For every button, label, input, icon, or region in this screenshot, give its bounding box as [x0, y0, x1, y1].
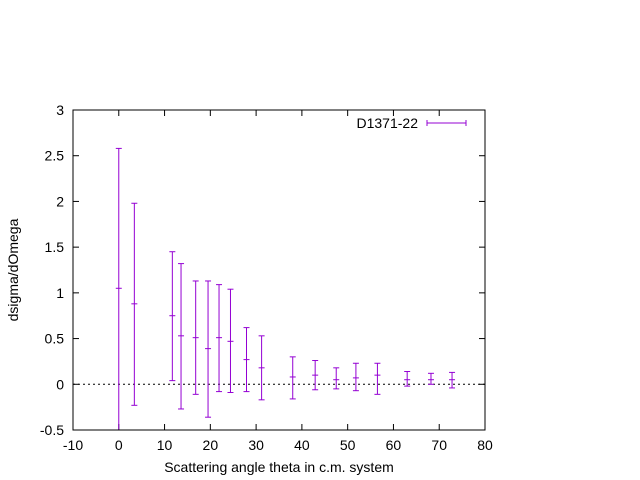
error-bar-point [312, 360, 319, 391]
error-bar-point [192, 280, 199, 395]
x-tick-label: 60 [386, 437, 402, 453]
x-tick-label: 80 [477, 437, 493, 453]
error-bar-point [205, 280, 212, 418]
y-tick-label: -0.5 [40, 422, 64, 438]
error-bar-point [374, 362, 381, 395]
plot-frame [72, 109, 486, 431]
x-tick-label: 50 [340, 437, 356, 453]
x-tick-label: 70 [431, 437, 447, 453]
error-bar-point [404, 370, 411, 387]
y-tick-label: 0 [56, 376, 64, 392]
x-tick-label: -10 [63, 437, 83, 453]
tick-marks-group [72, 109, 486, 431]
error-bar-point [427, 372, 434, 385]
error-bar-point [169, 251, 176, 382]
y-tick-label: 1.5 [45, 239, 65, 255]
error-bar-point [289, 356, 296, 400]
error-bar-point [352, 362, 359, 392]
y-tick-label: 2 [56, 193, 64, 209]
tick-labels-group: -10 0 10 20 30 40 50 60 70 80 -0.5 0 0.5 1 1.5 2 2.5 3 [40, 102, 493, 453]
x-tick-label: 20 [203, 437, 219, 453]
error-bar-point [216, 284, 223, 393]
y-tick-label: 2.5 [45, 148, 65, 164]
x-tick-label: 0 [115, 437, 123, 453]
y-tick-label: 1 [56, 285, 64, 301]
error-bar-point [243, 327, 250, 393]
x-tick-label: 30 [248, 437, 264, 453]
y-tick-label: 0.5 [45, 331, 65, 347]
error-bar-point [227, 288, 234, 394]
error-bar-point [131, 202, 138, 406]
error-bar-point [178, 263, 185, 410]
x-tick-label: 40 [294, 437, 310, 453]
y-axis-label: dsigma/dOmega [5, 218, 21, 321]
legend: D1371-22 [357, 115, 467, 131]
error-bar-point [258, 335, 265, 401]
error-bar-point [449, 371, 456, 389]
x-axis-label: Scattering angle theta in c.m. system [164, 459, 394, 475]
legend-label: D1371-22 [357, 115, 419, 131]
y-tick-label: 3 [56, 102, 64, 118]
x-tick-label: 10 [157, 437, 173, 453]
series-group [115, 147, 456, 431]
error-bar-point [333, 367, 340, 390]
